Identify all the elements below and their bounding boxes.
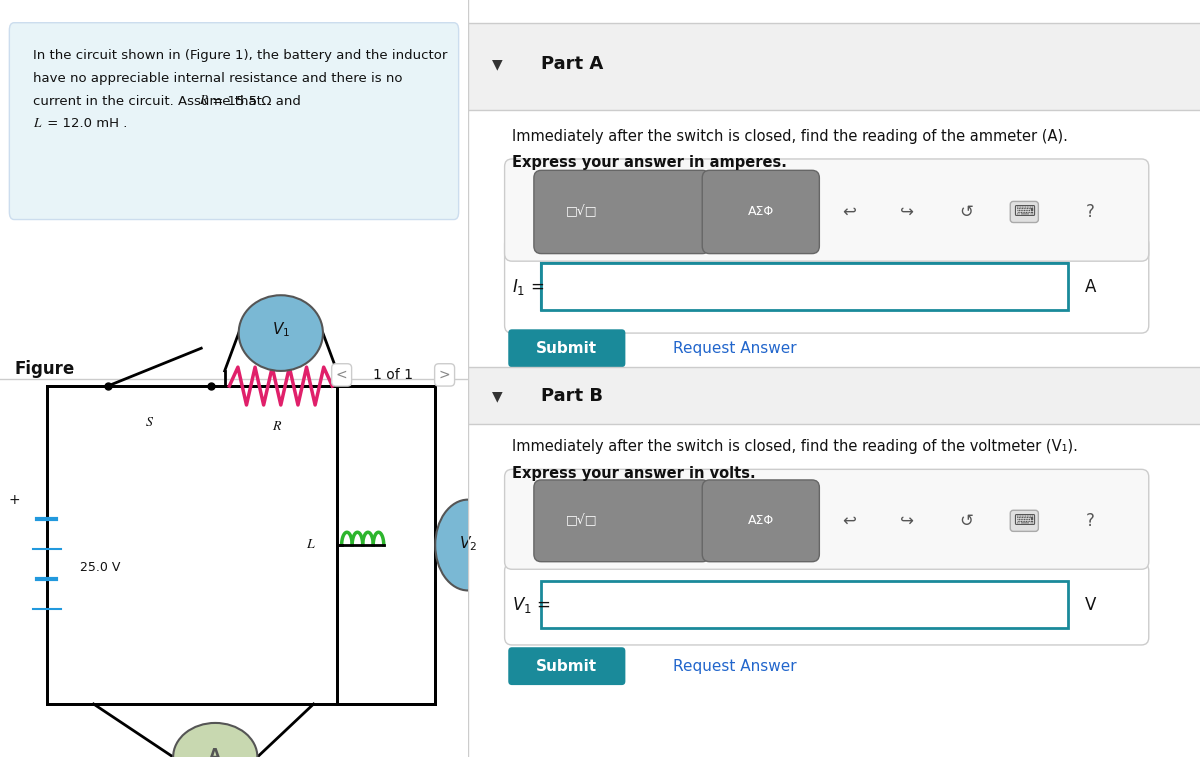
FancyBboxPatch shape: [509, 329, 625, 367]
FancyBboxPatch shape: [505, 159, 1148, 261]
Text: $V_1$ =: $V_1$ =: [512, 595, 551, 615]
Text: ?: ?: [1086, 203, 1094, 221]
FancyBboxPatch shape: [468, 23, 1200, 110]
Text: ↪: ↪: [900, 512, 914, 530]
Text: ↺: ↺: [959, 203, 973, 221]
FancyBboxPatch shape: [468, 367, 1200, 424]
Text: ▼: ▼: [492, 58, 503, 71]
Text: L: L: [32, 117, 40, 130]
Text: S: S: [146, 416, 154, 429]
FancyBboxPatch shape: [505, 469, 1148, 569]
Text: Part B: Part B: [541, 387, 604, 405]
Ellipse shape: [173, 723, 257, 757]
Text: □√□: □√□: [565, 205, 598, 219]
Text: Immediately after the switch is closed, find the reading of the voltmeter (V₁).: Immediately after the switch is closed, …: [512, 439, 1078, 454]
Text: ΑΣΦ: ΑΣΦ: [748, 205, 774, 219]
Text: <: <: [336, 368, 348, 382]
Text: ↩: ↩: [841, 203, 856, 221]
Text: Submit: Submit: [536, 341, 598, 356]
Text: R: R: [272, 420, 281, 433]
Text: Request Answer: Request Answer: [673, 659, 797, 674]
Text: Immediately after the switch is closed, find the reading of the ammeter (A).: Immediately after the switch is closed, …: [512, 129, 1068, 144]
Text: ?: ?: [1086, 512, 1094, 530]
Text: +: +: [8, 493, 20, 506]
Text: 1 of 1: 1 of 1: [373, 368, 413, 382]
Text: = 15.5 Ω and: = 15.5 Ω and: [209, 95, 301, 107]
FancyBboxPatch shape: [541, 581, 1068, 628]
Text: ↪: ↪: [900, 203, 914, 221]
Text: ⌨: ⌨: [1013, 204, 1036, 220]
Ellipse shape: [239, 295, 323, 371]
Text: In the circuit shown in (Figure 1), the battery and the inductor: In the circuit shown in (Figure 1), the …: [32, 49, 448, 62]
Text: A: A: [210, 748, 221, 757]
Text: current in the circuit. Assume that: current in the circuit. Assume that: [32, 95, 266, 107]
Text: ⌨: ⌨: [1013, 513, 1036, 528]
Text: $V_1$: $V_1$: [271, 321, 290, 339]
Text: ▼: ▼: [492, 389, 503, 403]
Text: >: >: [439, 368, 450, 382]
Text: $I_1$ =: $I_1$ =: [512, 277, 544, 297]
Text: have no appreciable internal resistance and there is no: have no appreciable internal resistance …: [32, 72, 402, 85]
Text: L: L: [306, 539, 313, 551]
FancyBboxPatch shape: [541, 263, 1068, 310]
Text: $V_2$: $V_2$: [458, 534, 478, 553]
FancyBboxPatch shape: [541, 263, 1068, 310]
Text: V: V: [1085, 596, 1096, 614]
FancyBboxPatch shape: [534, 480, 709, 562]
FancyBboxPatch shape: [702, 480, 820, 562]
Text: Submit: Submit: [536, 659, 598, 674]
FancyBboxPatch shape: [702, 170, 820, 254]
FancyBboxPatch shape: [509, 647, 625, 685]
Text: = 12.0 mH .: = 12.0 mH .: [43, 117, 127, 130]
Text: □√□: □√□: [565, 514, 598, 528]
Text: ↺: ↺: [959, 512, 973, 530]
Text: Express your answer in amperes.: Express your answer in amperes.: [512, 155, 787, 170]
Text: A: A: [1085, 278, 1096, 296]
Text: Figure: Figure: [14, 360, 74, 378]
Text: R: R: [199, 95, 208, 107]
Text: Request Answer: Request Answer: [673, 341, 797, 356]
Text: Part A: Part A: [541, 55, 604, 73]
FancyBboxPatch shape: [505, 563, 1148, 645]
Text: Express your answer in volts.: Express your answer in volts.: [512, 466, 756, 481]
FancyBboxPatch shape: [534, 170, 709, 254]
FancyBboxPatch shape: [10, 23, 458, 220]
FancyBboxPatch shape: [505, 236, 1148, 333]
Text: 25.0 V: 25.0 V: [79, 561, 120, 575]
Text: ΑΣΦ: ΑΣΦ: [748, 514, 774, 528]
Text: ↩: ↩: [841, 512, 856, 530]
Ellipse shape: [436, 500, 500, 590]
